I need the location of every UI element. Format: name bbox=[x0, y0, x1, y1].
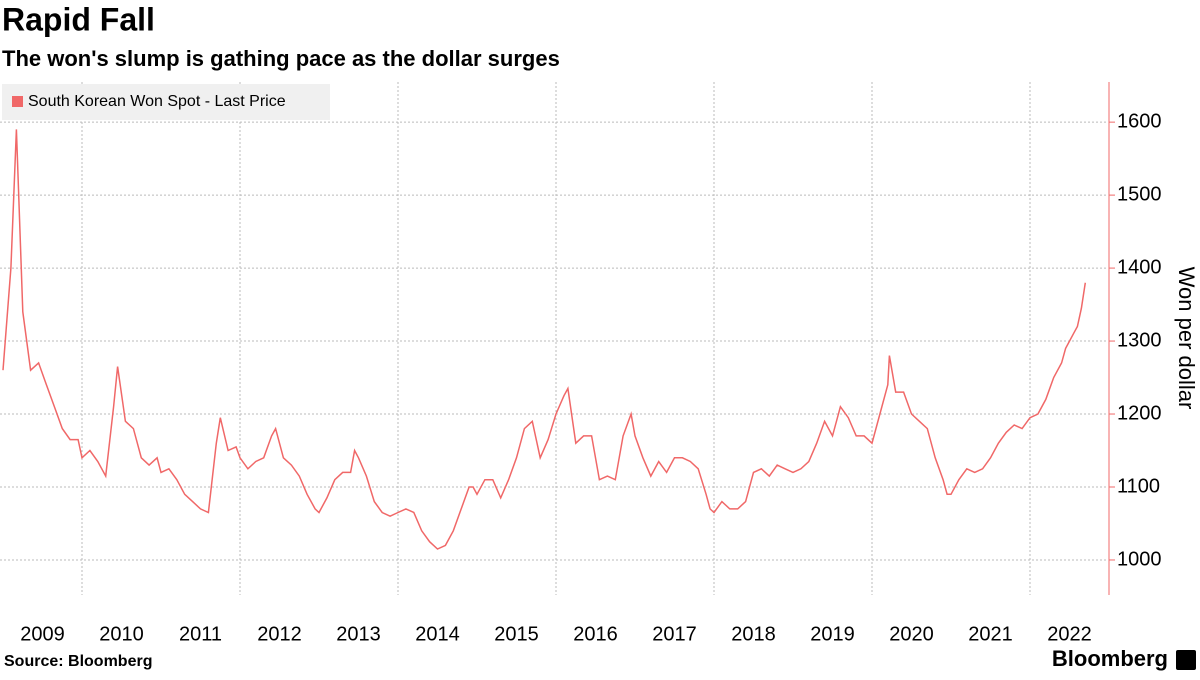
x-tick-label: 2021 bbox=[968, 623, 1013, 645]
chart-title: Rapid Fall bbox=[2, 1, 155, 37]
y-tick-label: 1100 bbox=[1117, 475, 1160, 497]
y-axis-label: Won per dollar bbox=[1174, 267, 1199, 410]
y-tick-label: 1500 bbox=[1117, 183, 1162, 205]
x-tick-label: 2016 bbox=[573, 623, 618, 645]
y-tick-label: 1300 bbox=[1117, 329, 1162, 351]
brand: Bloomberg bbox=[1052, 646, 1168, 671]
legend-label: South Korean Won Spot - Last Price bbox=[28, 93, 286, 110]
x-tick-label: 2015 bbox=[494, 623, 539, 645]
x-tick-label: 2013 bbox=[336, 623, 381, 645]
y-tick-label: 1000 bbox=[1117, 548, 1162, 570]
y-tick-label: 1400 bbox=[1117, 256, 1162, 278]
x-tick-label: 2018 bbox=[731, 623, 776, 645]
y-tick-label: 1600 bbox=[1117, 110, 1162, 132]
x-tick-label: 2010 bbox=[99, 623, 144, 645]
x-tick-label: 2020 bbox=[889, 623, 934, 645]
legend-swatch bbox=[12, 96, 23, 107]
y-tick-label: 1200 bbox=[1117, 402, 1162, 424]
x-tick-label: 2017 bbox=[652, 623, 697, 645]
x-tick-label: 2012 bbox=[257, 623, 302, 645]
x-tick-label: 2019 bbox=[810, 623, 855, 645]
x-tick-label: 2022 bbox=[1047, 623, 1092, 645]
x-tick-label: 2009 bbox=[20, 623, 65, 645]
x-tick-label: 2014 bbox=[415, 623, 460, 645]
legend-box bbox=[2, 84, 330, 120]
chart-subtitle: The won's slump is gathing pace as the d… bbox=[2, 46, 560, 71]
brand-icon bbox=[1176, 650, 1196, 670]
series-line bbox=[2, 129, 1087, 550]
x-tick-label: 2011 bbox=[179, 623, 222, 645]
source: Source: Bloomberg bbox=[4, 653, 152, 670]
